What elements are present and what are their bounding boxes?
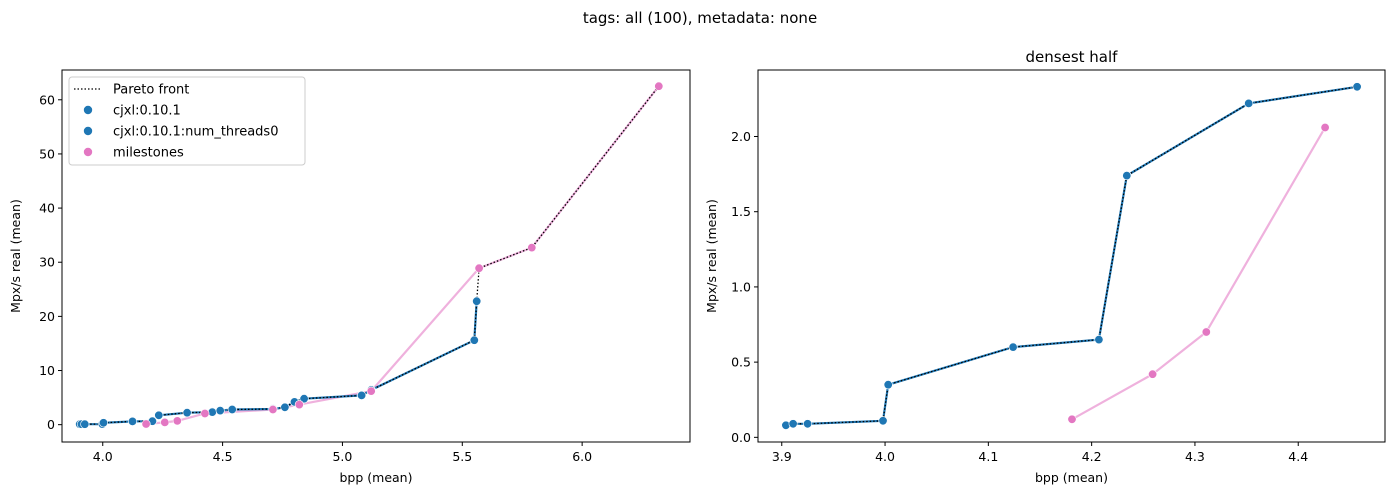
data-point	[878, 416, 888, 426]
data-point	[357, 390, 367, 400]
data-point	[883, 380, 893, 390]
right-plot: 3.9 4.0 4.1 4.2 4.3 4.4 0.0 0.5 1.0 1.5 2.0 bpp (me…	[704, 48, 1386, 485]
legend-label: Pareto front	[113, 83, 189, 98]
x-tick-label: 5.5	[452, 449, 472, 464]
data-point	[474, 263, 484, 273]
data-point	[154, 410, 164, 420]
data-point	[1244, 98, 1254, 108]
data-point	[472, 296, 482, 306]
data-point	[80, 419, 90, 429]
x-tick-label: 6.0	[572, 449, 592, 464]
legend-marker	[83, 147, 93, 157]
data-point	[1352, 82, 1362, 92]
data-point	[294, 400, 304, 410]
data-point	[172, 416, 182, 426]
legend-label: cjxl:0.10.1	[113, 104, 181, 119]
cjxl-line	[785, 85, 1358, 427]
y-tick-label: 40	[39, 201, 55, 216]
figure-suptitle: tags: all (100), metadata: none	[583, 9, 817, 27]
data-point	[141, 419, 151, 429]
x-tick-label: 4.3	[1185, 449, 1205, 464]
y-tick-label: 60	[39, 92, 55, 107]
x-tick-label: 4.0	[875, 449, 895, 464]
data-point	[469, 335, 479, 345]
data-point	[1148, 369, 1158, 379]
data-point	[1201, 327, 1211, 337]
y-tick-label: 0.0	[731, 430, 751, 445]
y-tick-label: 2.0	[731, 129, 751, 144]
y-tick-label: 50	[39, 146, 55, 161]
data-point	[207, 407, 217, 417]
x-tick-label: 4.0	[93, 449, 113, 464]
data-point	[227, 404, 237, 414]
data-point	[1067, 414, 1077, 424]
y-tick-label: 10	[39, 363, 55, 378]
data-point	[215, 406, 225, 416]
y-tick-label: 1.0	[731, 279, 751, 294]
x-tick-label: 3.9	[772, 449, 792, 464]
left-plot: 4.0 4.5 5.0 5.5 6.0 0 10 20 30 40 50 60 bpp (mean) Mp…	[8, 69, 691, 485]
x-axis-label: bpp (mean)	[340, 470, 413, 485]
x-axis-label: bpp (mean)	[1035, 470, 1108, 485]
legend-marker	[83, 105, 93, 115]
x-tick-label: 5.0	[332, 449, 352, 464]
y-tick-label: 20	[39, 309, 55, 324]
data-point	[299, 394, 309, 404]
y-tick-label: 1.5	[731, 204, 751, 219]
data-point	[1320, 123, 1330, 133]
legend-label: cjxl:0.10.1:num_threads0	[113, 125, 278, 140]
data-point	[99, 418, 109, 428]
data-point	[1094, 335, 1104, 345]
data-point	[128, 416, 138, 426]
data-point	[788, 419, 798, 429]
legend: Pareto front cjxl:0.10.1 cjxl:0.10.1:num_t…	[68, 76, 306, 166]
y-tick-label: 0.5	[731, 355, 751, 370]
data-point	[366, 386, 376, 396]
milestones-line	[1071, 126, 1327, 421]
plot-frame	[757, 69, 1386, 443]
data-point	[160, 417, 170, 427]
y-axis-label: Mpx/s real (mean)	[704, 199, 719, 313]
x-tick-label: 4.2	[1082, 449, 1102, 464]
legend-box	[68, 76, 306, 166]
legend-label: milestones	[113, 146, 184, 161]
plot-frame	[61, 69, 691, 443]
data-point	[280, 402, 290, 412]
x-tick-label: 4.4	[1288, 449, 1308, 464]
plot-title: densest half	[1026, 48, 1119, 66]
y-axis-label: Mpx/s real (mean)	[8, 199, 23, 313]
cjxl-line	[79, 301, 478, 426]
data-point	[200, 408, 210, 418]
data-point	[803, 419, 813, 429]
x-tick-label: 4.5	[213, 449, 233, 464]
pareto-front-line	[785, 86, 1358, 426]
data-point	[1008, 342, 1018, 352]
y-tick-label: 30	[39, 255, 55, 270]
y-tick-label: 0	[47, 417, 55, 432]
x-tick-label: 4.1	[978, 449, 998, 464]
data-point	[268, 404, 278, 414]
data-point	[1122, 171, 1132, 181]
data-point	[527, 243, 537, 253]
data-point	[182, 408, 192, 418]
legend-marker	[83, 126, 93, 136]
data-point	[654, 81, 664, 91]
